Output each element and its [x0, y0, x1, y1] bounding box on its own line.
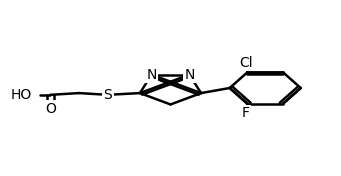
Text: S: S — [103, 88, 112, 102]
Text: N: N — [184, 68, 195, 82]
Text: N: N — [146, 68, 157, 82]
Text: O: O — [45, 102, 56, 116]
Text: Cl: Cl — [239, 56, 253, 70]
Text: F: F — [242, 106, 250, 120]
Text: HO: HO — [11, 88, 32, 102]
